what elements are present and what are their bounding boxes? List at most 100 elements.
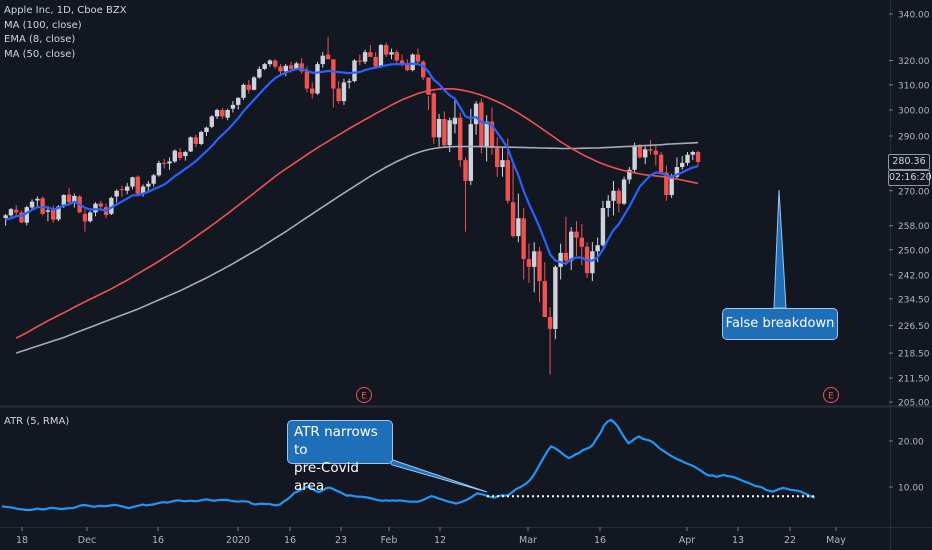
candle-body bbox=[627, 169, 632, 180]
candle-body bbox=[125, 186, 130, 191]
candle-body bbox=[109, 197, 114, 214]
candle-body bbox=[674, 167, 680, 177]
time-tick-label: 22 bbox=[784, 535, 796, 546]
candle-body bbox=[685, 154, 690, 163]
candle-body bbox=[410, 54, 415, 71]
price-tick-label: 205.00 bbox=[898, 399, 930, 409]
atr-pane bbox=[1, 418, 816, 512]
candle-body bbox=[183, 152, 188, 157]
candle-body bbox=[98, 203, 103, 207]
price-tick-label: 310.00 bbox=[898, 81, 930, 91]
candle-body bbox=[357, 60, 362, 62]
time-tick-label: Mar bbox=[519, 535, 537, 546]
price-tick-label: 270.00 bbox=[898, 187, 930, 197]
candle-body bbox=[177, 152, 183, 158]
candle-body bbox=[669, 176, 674, 196]
candle-body bbox=[257, 68, 262, 78]
candle-body bbox=[151, 175, 156, 184]
candle-body bbox=[632, 146, 637, 170]
candle-body bbox=[452, 117, 458, 125]
countdown-badge: 02:16:20 bbox=[888, 170, 932, 186]
candle-body bbox=[156, 162, 162, 176]
candle-body bbox=[93, 203, 98, 213]
candle-body bbox=[24, 207, 29, 223]
candle-body bbox=[193, 137, 199, 144]
candle-body bbox=[690, 152, 695, 155]
candle-body bbox=[320, 55, 325, 65]
candle-body bbox=[362, 52, 368, 62]
candle-body bbox=[516, 218, 521, 237]
price-tick-label: 250.00 bbox=[898, 246, 930, 256]
price-tick-label: 218.50 bbox=[898, 350, 930, 360]
candle-body bbox=[230, 104, 236, 109]
candle-body bbox=[241, 84, 246, 98]
price-tick-label: 340.00 bbox=[898, 11, 930, 21]
candle-body bbox=[537, 251, 542, 282]
candle-body bbox=[574, 231, 579, 238]
candle-body bbox=[426, 77, 431, 95]
legend-ma50: MA (50, close) bbox=[4, 48, 76, 60]
candle-body bbox=[394, 52, 399, 61]
candle-body bbox=[172, 150, 177, 162]
candle-body bbox=[611, 190, 616, 201]
candle-body bbox=[479, 102, 484, 147]
atr-callout-line1: ATR narrows to bbox=[294, 424, 378, 458]
candle-body bbox=[14, 209, 19, 213]
last-price-badge: 280.36 bbox=[888, 154, 930, 170]
candle-body bbox=[214, 109, 220, 117]
legend-symbol: Apple Inc, 1D, Cboe BZX bbox=[4, 5, 127, 16]
candle-body bbox=[484, 121, 489, 147]
candle-body bbox=[558, 252, 563, 267]
price-tick-label: 211.50 bbox=[898, 375, 930, 385]
candle-body bbox=[315, 64, 320, 94]
earnings-marker bbox=[823, 387, 839, 403]
candle-body bbox=[510, 202, 516, 237]
candle-body bbox=[336, 88, 341, 102]
time-tick-label: Feb bbox=[381, 535, 398, 546]
candle-body bbox=[579, 237, 584, 247]
atr-callout-pointer bbox=[385, 457, 488, 493]
candle-body bbox=[283, 65, 288, 72]
candle-body bbox=[436, 118, 442, 138]
candle-body bbox=[251, 77, 257, 90]
candle-body bbox=[680, 162, 685, 168]
candle-body bbox=[384, 45, 389, 55]
candle-body bbox=[547, 317, 553, 329]
price-tick-label: 290.00 bbox=[898, 132, 930, 142]
candle-body bbox=[431, 93, 436, 138]
candle-body bbox=[278, 66, 283, 72]
candle-body bbox=[553, 266, 558, 329]
candle-body bbox=[199, 132, 204, 144]
atr-tick-label: 10.00 bbox=[898, 484, 924, 494]
candle-body bbox=[294, 63, 299, 69]
candle-body bbox=[415, 54, 421, 62]
time-tick-label: 13 bbox=[732, 535, 744, 546]
candle-body bbox=[61, 195, 66, 206]
time-tick-label: 2020 bbox=[226, 535, 250, 546]
candle-body bbox=[66, 194, 72, 203]
candle-body bbox=[569, 231, 574, 261]
candle-body bbox=[273, 60, 278, 67]
ma50-line bbox=[15, 88, 699, 339]
candle-body bbox=[114, 190, 119, 197]
candle-body bbox=[236, 97, 241, 105]
candle-body bbox=[590, 251, 595, 274]
candle-body bbox=[648, 149, 653, 151]
candle-body bbox=[288, 65, 294, 69]
ema8-line bbox=[5, 62, 699, 265]
time-tick-label: Dec bbox=[78, 535, 96, 546]
candle-body bbox=[563, 252, 569, 261]
candle-body bbox=[130, 177, 135, 187]
candle-body bbox=[325, 54, 331, 60]
time-tick-label: 18 bbox=[16, 535, 28, 546]
candle-body bbox=[458, 117, 463, 161]
candle-body bbox=[463, 160, 468, 181]
candle-body bbox=[532, 251, 537, 267]
chart-legend: Apple Inc, 1D, Cboe BZX MA (100, close) … bbox=[4, 4, 127, 62]
candle-body bbox=[526, 259, 532, 267]
candle-body bbox=[56, 206, 61, 220]
candle-body bbox=[447, 120, 452, 146]
candle-body bbox=[600, 208, 606, 246]
candle-body bbox=[495, 147, 500, 168]
